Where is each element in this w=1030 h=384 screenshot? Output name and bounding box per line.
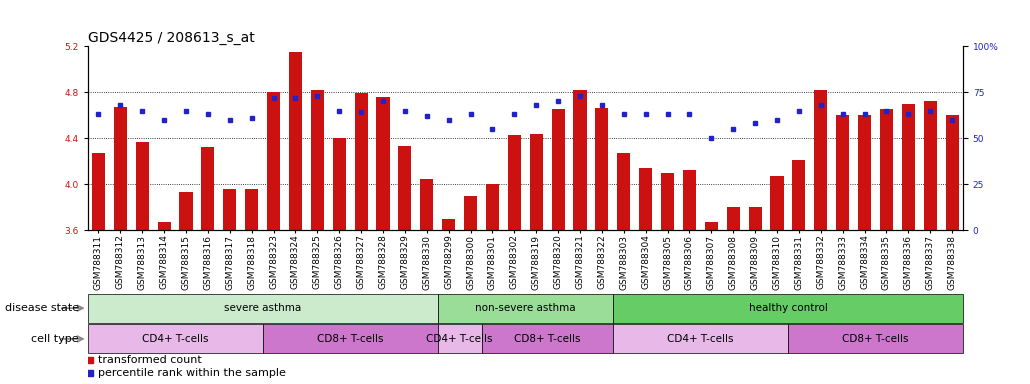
Text: CD4+ T-cells: CD4+ T-cells [426,334,493,344]
Bar [88,294,438,323]
Bar [595,108,609,230]
Text: cell type: cell type [31,334,82,344]
Text: percentile rank within the sample: percentile rank within the sample [98,368,285,379]
Bar [617,153,630,230]
Bar [136,142,148,230]
Bar [529,134,543,230]
Text: severe asthma: severe asthma [225,303,302,313]
Bar [88,324,263,353]
Bar [158,222,171,230]
Text: transformed count: transformed count [98,355,202,365]
Text: GDS4425 / 208613_s_at: GDS4425 / 208613_s_at [88,31,254,45]
Bar [354,93,368,230]
Bar [224,189,237,230]
Bar [486,184,500,230]
Bar [705,222,718,230]
Bar [482,324,613,353]
Bar [924,101,937,230]
Text: CD4+ T-cells: CD4+ T-cells [667,334,733,344]
Bar [267,92,280,230]
Bar [770,176,784,230]
Bar [727,207,740,230]
Bar [377,97,389,230]
Bar [438,324,481,353]
Bar [113,107,127,230]
Text: healthy control: healthy control [749,303,827,313]
Bar [902,104,915,230]
Bar [880,109,893,230]
Bar [399,146,412,230]
Bar [946,115,959,230]
Bar [420,179,434,230]
Text: disease state: disease state [5,303,82,313]
Bar [683,170,696,230]
Bar [815,90,827,230]
Bar [613,294,963,323]
Bar [613,324,788,353]
Bar [552,109,564,230]
Text: non-severe asthma: non-severe asthma [475,303,576,313]
Bar [333,138,346,230]
Bar [179,192,193,230]
Text: CD4+ T-cells: CD4+ T-cells [142,334,208,344]
Bar [245,189,259,230]
Bar [574,90,587,230]
Bar [858,115,871,230]
Bar [288,52,302,230]
Bar [92,153,105,230]
Text: CD8+ T-cells: CD8+ T-cells [514,334,581,344]
Bar [442,219,455,230]
Bar [639,168,652,230]
Text: CD8+ T-cells: CD8+ T-cells [317,334,383,344]
Bar [508,135,521,230]
Bar [836,115,850,230]
Text: CD8+ T-cells: CD8+ T-cells [843,334,908,344]
Bar [464,196,477,230]
Bar [263,324,438,353]
Bar [438,294,613,323]
Bar [661,173,675,230]
Bar [202,147,214,230]
Bar [749,207,762,230]
Bar [792,160,805,230]
Bar [788,324,963,353]
Bar [311,90,323,230]
